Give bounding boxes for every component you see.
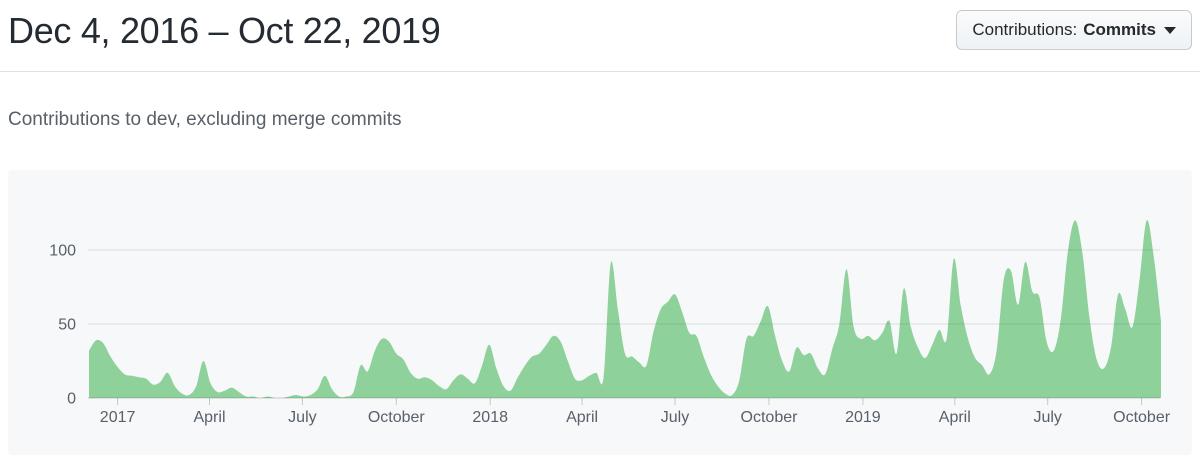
x-axis-label-October: October	[1113, 409, 1171, 426]
dropdown-selected-value: Commits	[1083, 20, 1156, 39]
x-axis-label-October: October	[741, 409, 799, 426]
x-axis-label-April: April	[566, 409, 598, 426]
contributions-dropdown-button[interactable]: Contributions: Commits	[956, 10, 1192, 50]
x-axis-label-April: April	[939, 409, 971, 426]
x-axis-label-July: July	[661, 409, 689, 426]
dropdown-label: Contributions:	[972, 20, 1078, 39]
y-axis-label-0: 0	[67, 391, 76, 408]
commits-area-series	[89, 220, 1161, 398]
x-axis-label-July: July	[288, 409, 316, 426]
page-title: Dec 4, 2016 – Oct 22, 2019	[8, 10, 441, 51]
x-axis-label-October: October	[368, 409, 426, 426]
contributions-chart-panel: 0 50 100 2017 April July October 2018 April July O…	[8, 170, 1192, 455]
caret-down-icon	[1164, 26, 1176, 34]
x-axis-label-July: July	[1033, 409, 1061, 426]
chart-subtitle: Contributions to dev, excluding merge co…	[8, 109, 402, 130]
x-axis-label-April: April	[193, 409, 225, 426]
contrib-area-chart: 0 50 100 2017 April July October 2018 April July O…	[49, 220, 1171, 426]
x-axis-label-2019: 2019	[845, 409, 881, 426]
y-axis-label-50: 50	[58, 317, 76, 334]
y-axis-label-100: 100	[49, 243, 76, 260]
x-axis-label-2018: 2018	[472, 409, 508, 426]
x-axis-label-2017: 2017	[100, 409, 136, 426]
contributors-insights-page: Dec 4, 2016 – Oct 22, 2019 Contributions…	[0, 0, 1200, 455]
header-divider	[0, 71, 1200, 72]
header: Dec 4, 2016 – Oct 22, 2019 Contributions…	[8, 0, 1192, 53]
